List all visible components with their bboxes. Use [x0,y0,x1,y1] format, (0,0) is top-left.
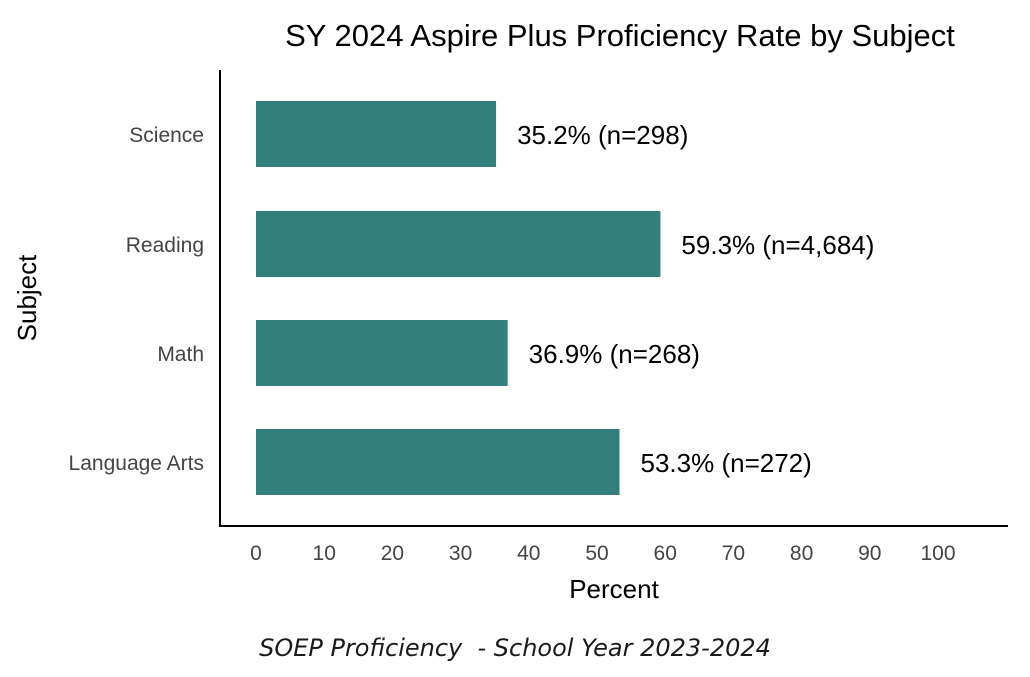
x-axis-title: Percent [569,574,659,604]
bars-group [256,101,661,495]
category-label-language-arts: Language Arts [69,452,204,475]
data-label-language-arts: 53.3% (n=272) [641,448,812,478]
figure-caption: SOEP Proficiency - School Year 2023-2024 [259,634,771,662]
x-tick-label: 0 [250,542,262,565]
data-label-science: 35.2% (n=298) [517,120,688,150]
category-label-math: Math [157,343,204,366]
category-labels-group: Science Reading Math Language Arts [69,124,204,475]
data-label-reading: 59.3% (n=4,684) [681,230,874,260]
bar-math [256,320,508,386]
bar-science [256,101,497,167]
data-labels-group: 35.2% (n=298) 59.3% (n=4,684) 36.9% (n=268… [517,120,874,478]
x-tick-label: 50 [585,542,608,565]
x-tick-label: 80 [790,542,813,565]
x-tick-label: 60 [654,542,677,565]
x-tick-label: 40 [517,542,540,565]
chart-title: SY 2024 Aspire Plus Proficiency Rate by … [285,18,955,53]
x-tick-label: 90 [858,542,881,565]
y-axis-title: Subject [12,254,42,341]
data-label-math: 36.9% (n=268) [529,339,700,369]
x-tick-label: 30 [449,542,472,565]
bar-reading [256,211,661,277]
category-label-science: Science [129,124,204,147]
x-tick-label: 10 [313,542,336,565]
x-tick-label: 70 [722,542,745,565]
x-tick-labels-group: 0 10 20 30 40 50 60 70 80 90 100 [250,542,955,565]
bar-language-arts [256,429,620,495]
category-label-reading: Reading [126,234,204,257]
x-tick-label: 100 [920,542,955,565]
x-tick-label: 20 [381,542,404,565]
